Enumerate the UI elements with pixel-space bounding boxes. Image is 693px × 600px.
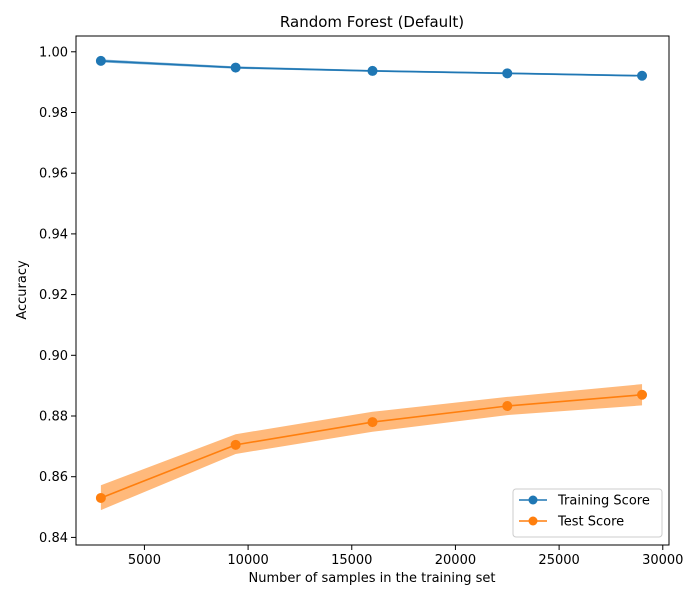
confidence-bands xyxy=(100,59,643,511)
y-tick-label: 0.84 xyxy=(39,531,68,546)
y-tick-label: 1.00 xyxy=(39,45,68,60)
plot-frame xyxy=(75,35,670,546)
y-tick-label: 0.88 xyxy=(39,410,68,425)
x-tick-label: 30000 xyxy=(642,553,683,568)
legend: Training Score Test Score xyxy=(512,488,663,538)
test-score-point xyxy=(502,400,513,411)
y-axis: 0.84 0.86 0.88 0.90 0.92 0.94 0.96 0.98 1.00 xyxy=(39,45,76,546)
training-score-point xyxy=(230,62,241,73)
x-axis-label: Number of samples in the training set xyxy=(249,571,496,586)
y-tick-label: 0.94 xyxy=(39,227,68,242)
test-score-point xyxy=(367,417,378,428)
x-tick-label: 20000 xyxy=(435,553,476,568)
training-score-point xyxy=(95,55,106,66)
x-tick-label: 15000 xyxy=(331,553,372,568)
training-score-point xyxy=(367,65,378,76)
plot-area xyxy=(75,35,670,546)
x-axis: 5000 10000 15000 20000 25000 30000 xyxy=(128,545,683,568)
test-score-legend-marker xyxy=(528,516,538,526)
y-tick-label: 0.98 xyxy=(39,106,68,121)
test-score-point xyxy=(95,492,106,503)
series-lines xyxy=(100,60,643,499)
y-axis-label: Accuracy xyxy=(15,260,30,320)
training-score-point xyxy=(502,68,513,79)
y-tick-label: 0.86 xyxy=(39,470,68,485)
chart-title: Random Forest (Default) xyxy=(280,13,464,31)
test-score-point xyxy=(230,439,241,450)
y-tick-label: 0.92 xyxy=(39,288,68,303)
test-score-confidence-band xyxy=(100,384,643,511)
y-tick-label: 0.96 xyxy=(39,167,68,182)
test-score-legend-label: Test Score xyxy=(557,515,624,530)
series-points xyxy=(95,55,648,503)
training-score-point xyxy=(637,70,648,81)
legend-box xyxy=(512,488,663,538)
x-tick-label: 10000 xyxy=(227,553,268,568)
test-score-point xyxy=(637,389,648,400)
training-score-legend-marker xyxy=(528,495,538,505)
training-score-legend-label: Training Score xyxy=(557,494,650,509)
x-tick-label: 25000 xyxy=(538,553,579,568)
x-tick-label: 5000 xyxy=(128,553,161,568)
y-tick-label: 0.90 xyxy=(39,349,68,364)
